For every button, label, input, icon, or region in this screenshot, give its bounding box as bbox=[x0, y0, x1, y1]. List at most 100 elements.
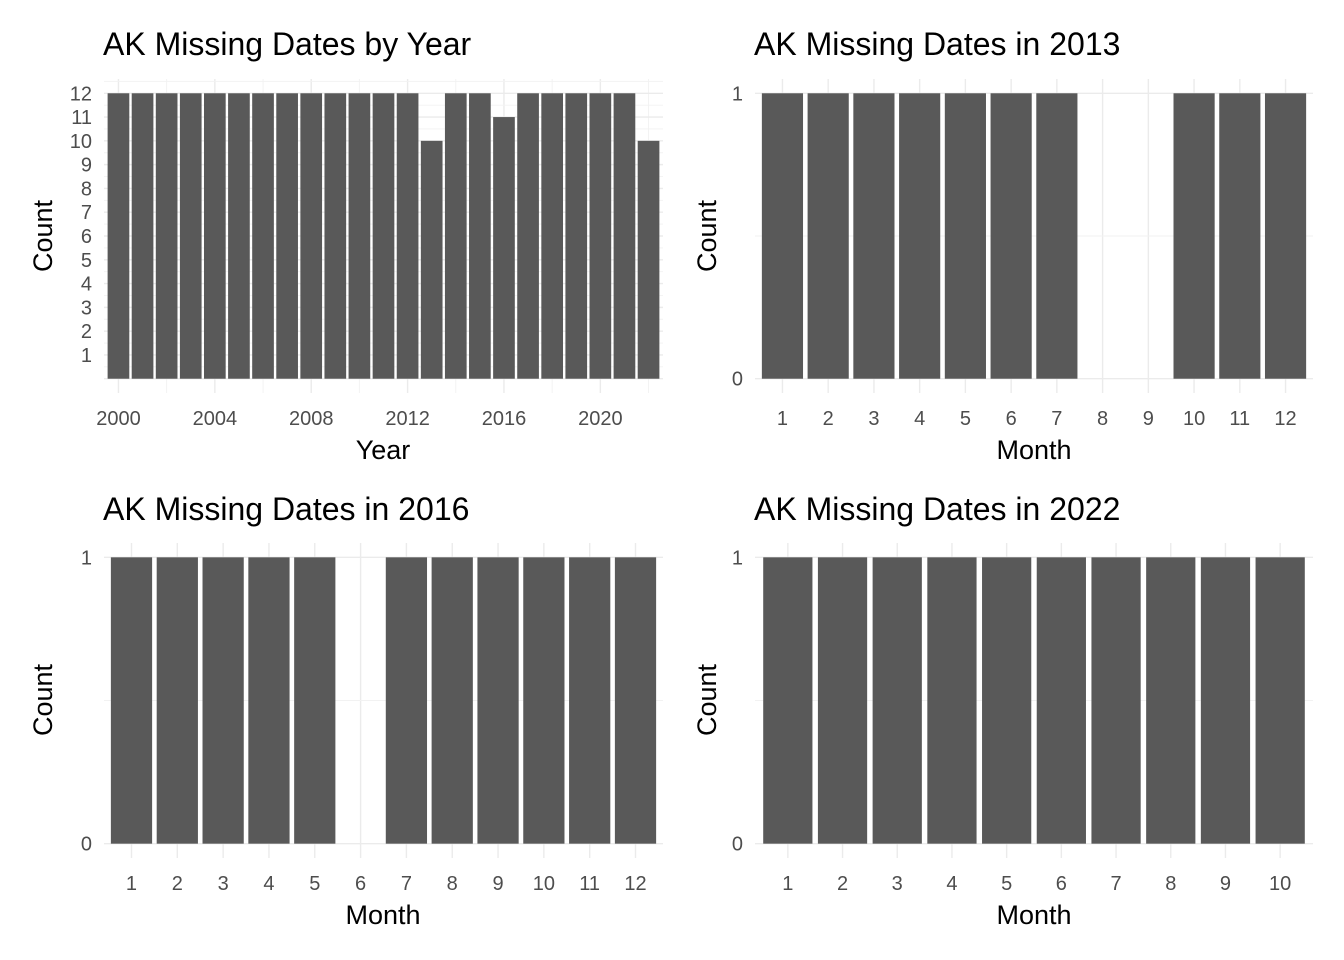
bar-2017 bbox=[517, 93, 539, 379]
bar-1 bbox=[761, 93, 804, 379]
x-tick-label: 5 bbox=[960, 408, 971, 430]
bars bbox=[761, 93, 1307, 379]
bar-8 bbox=[431, 557, 473, 844]
x-tick-label: 6 bbox=[1006, 408, 1017, 430]
x-tick-label: 4 bbox=[914, 408, 925, 430]
x-tick-labels: 1 2 3 4 5 6 7 8 9 10 11 12 bbox=[777, 408, 1297, 430]
bar-2019 bbox=[565, 93, 588, 379]
bars bbox=[110, 557, 657, 844]
bar-6 bbox=[990, 93, 1032, 379]
y-tick-label: 0 bbox=[732, 834, 743, 856]
bar-2005 bbox=[228, 93, 250, 379]
y-tick-labels: 01 bbox=[732, 547, 743, 855]
x-tick-label: 11 bbox=[1229, 408, 1250, 430]
y-tick-label: 1 bbox=[732, 547, 743, 569]
bar-2014 bbox=[444, 93, 467, 379]
y-tick-label: 4 bbox=[81, 274, 92, 296]
y-tick-label: 11 bbox=[71, 107, 92, 129]
x-tick-label: 12 bbox=[624, 873, 646, 895]
x-tick-label: 3 bbox=[892, 873, 903, 895]
x-tick-label: 10 bbox=[533, 873, 555, 895]
bar-2000 bbox=[107, 93, 130, 379]
bar-2012 bbox=[396, 93, 419, 379]
y-tick-label: 0 bbox=[81, 834, 92, 856]
x-axis-title: Year bbox=[356, 435, 411, 465]
bar-2018 bbox=[541, 93, 564, 379]
bar-10 bbox=[1173, 93, 1215, 379]
x-axis-title: Month bbox=[996, 435, 1071, 465]
x-tick-label: 3 bbox=[218, 873, 229, 895]
bar-2006 bbox=[252, 93, 274, 379]
bar-3 bbox=[872, 557, 922, 844]
bar-1 bbox=[110, 557, 153, 844]
x-tick-label: 2000 bbox=[96, 408, 141, 430]
x-tick-label: 4 bbox=[263, 873, 274, 895]
bar-2004 bbox=[203, 93, 226, 379]
x-tick-label: 2016 bbox=[482, 408, 527, 430]
bar-8 bbox=[1146, 557, 1196, 844]
x-tick-label: 10 bbox=[1269, 873, 1291, 895]
bar-9 bbox=[477, 557, 519, 844]
x-tick-label: 2020 bbox=[578, 408, 623, 430]
x-tick-label: 5 bbox=[1001, 873, 1012, 895]
bar-2009 bbox=[324, 93, 347, 379]
x-tick-label: 11 bbox=[579, 873, 600, 895]
chart-title: AK Missing Dates in 2016 bbox=[103, 491, 469, 527]
x-tick-label: 12 bbox=[1274, 408, 1296, 430]
bar-4 bbox=[927, 557, 977, 844]
x-tick-label: 1 bbox=[782, 873, 793, 895]
bar-7 bbox=[1036, 93, 1078, 379]
y-tick-label: 1 bbox=[732, 83, 743, 105]
y-tick-label: 2 bbox=[81, 321, 92, 343]
bar-2 bbox=[817, 557, 868, 844]
bar-4 bbox=[899, 93, 941, 379]
x-tick-label: 5 bbox=[309, 873, 320, 895]
x-tick-label: 2 bbox=[172, 873, 183, 895]
bar-12 bbox=[614, 557, 657, 844]
y-axis-title: Count bbox=[692, 663, 722, 736]
y-axis-title: Count bbox=[28, 199, 58, 272]
y-axis-title: Count bbox=[692, 199, 722, 272]
x-tick-label: 3 bbox=[868, 408, 879, 430]
bar-9 bbox=[1200, 557, 1251, 844]
bar-5 bbox=[944, 93, 986, 379]
x-tick-label: 8 bbox=[1165, 873, 1176, 895]
bar-5 bbox=[294, 557, 336, 844]
x-tick-label: 2 bbox=[837, 873, 848, 895]
y-tick-label: 1 bbox=[81, 345, 92, 367]
bar-2013 bbox=[420, 140, 443, 379]
bar-2007 bbox=[276, 93, 298, 379]
bar-3 bbox=[202, 557, 244, 844]
bar-2008 bbox=[300, 93, 323, 379]
y-tick-label: 7 bbox=[81, 202, 92, 224]
x-tick-label: 7 bbox=[401, 873, 412, 895]
x-tick-label: 7 bbox=[1051, 408, 1062, 430]
x-tick-label: 1 bbox=[126, 873, 137, 895]
bars bbox=[107, 93, 660, 379]
x-tick-label: 1 bbox=[777, 408, 788, 430]
bar-2003 bbox=[179, 93, 202, 379]
x-tick-label: 2012 bbox=[385, 408, 430, 430]
x-tick-labels: 2000 2004 2008 2012 2016 2020 bbox=[96, 408, 622, 430]
y-tick-label: 1 bbox=[81, 547, 92, 569]
x-tick-label: 9 bbox=[1143, 408, 1154, 430]
bar-4 bbox=[248, 557, 290, 844]
y-tick-label: 0 bbox=[732, 369, 743, 391]
y-tick-label: 5 bbox=[81, 250, 92, 272]
y-tick-label: 3 bbox=[81, 297, 92, 319]
bar-5 bbox=[982, 557, 1032, 844]
x-tick-label: 10 bbox=[1183, 408, 1205, 430]
bar-2010 bbox=[348, 93, 371, 379]
bar-7 bbox=[1091, 557, 1141, 844]
bar-12 bbox=[1264, 93, 1307, 379]
bar-10 bbox=[523, 557, 565, 844]
bar-2011 bbox=[372, 93, 395, 379]
x-tick-label: 4 bbox=[946, 873, 957, 895]
chart-title: AK Missing Dates in 2022 bbox=[754, 491, 1120, 527]
chart-title: AK Missing Dates in 2013 bbox=[754, 26, 1120, 62]
